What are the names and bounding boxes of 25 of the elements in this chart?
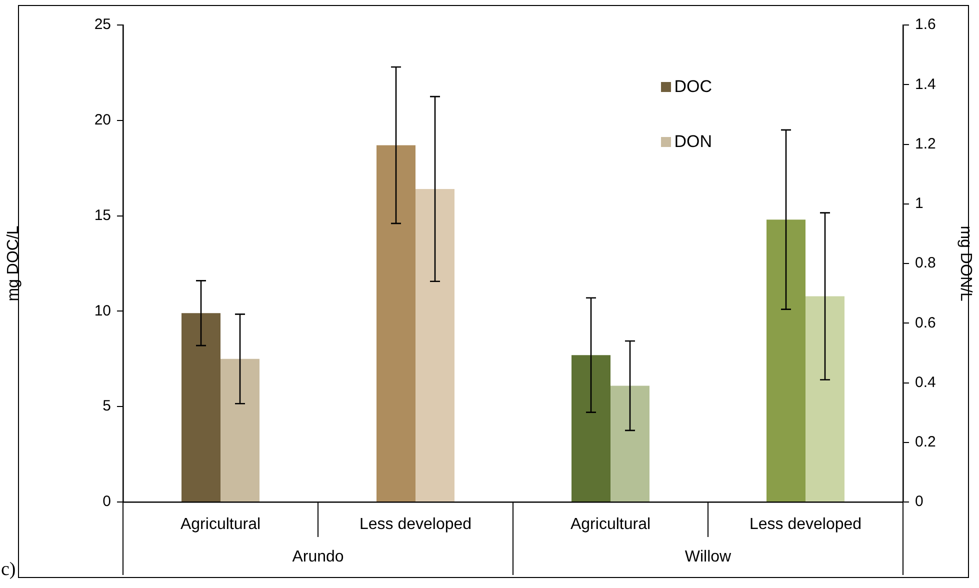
legend-label: DOC	[674, 77, 712, 97]
y-tick-label: 15	[94, 206, 111, 224]
y-tick-label: 0	[102, 493, 111, 510]
y2-tick-label: 1.2	[915, 135, 936, 152]
y2-tick-label: 1.4	[915, 76, 936, 93]
y-tick-label: 25	[94, 16, 111, 34]
x-tick-label: Less developed	[359, 516, 472, 534]
x-tick-label: Less developed	[749, 516, 862, 534]
text: c)	[1, 558, 16, 580]
y-axis-title: mg DOC/L	[5, 226, 22, 302]
y2-tick-label: 0.6	[915, 314, 936, 332]
y2-tick-label: 0.8	[915, 254, 936, 272]
y2-tick-label: 1.6	[915, 16, 936, 34]
x-tick-label: Agricultural	[570, 516, 651, 534]
legend-label: DON	[674, 132, 712, 152]
x-tick-label: Agricultural	[180, 516, 261, 534]
y-tick-label: 20	[94, 112, 111, 129]
y-tick-label: 5	[102, 398, 111, 415]
y2-tick-label: 0.4	[915, 374, 936, 391]
y2-tick-label: 1	[915, 195, 924, 212]
text: Arundo	[292, 548, 344, 566]
text: Willow	[684, 548, 732, 566]
y-tick-label: 10	[94, 302, 111, 320]
y2-tick-label: 0	[915, 493, 924, 510]
y2-tick-label: 0.2	[915, 434, 936, 451]
